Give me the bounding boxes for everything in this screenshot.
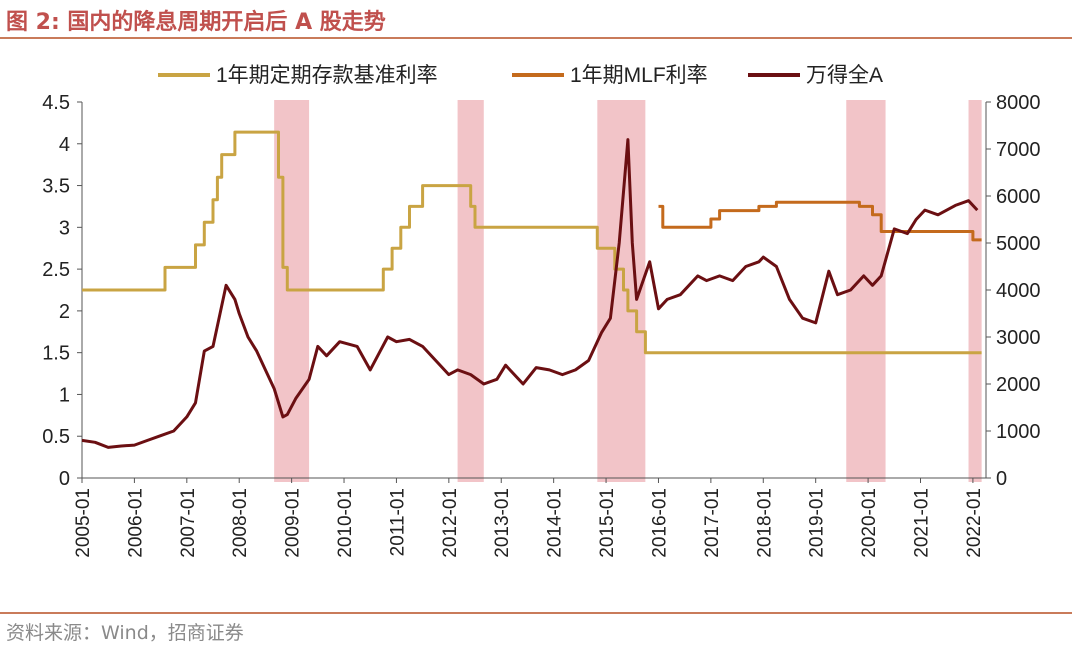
x-tick-label: 2019-01 — [807, 488, 828, 558]
x-tick-label: 2018-01 — [754, 488, 775, 558]
chart-title: 图 2: 国内的降息周期开启后 A 股走势 — [6, 10, 386, 35]
legend: 1年期定期存款基准利率 1年期MLF利率 万得全A — [158, 64, 883, 87]
x-tick-label: 2016-01 — [649, 488, 670, 558]
left-tick-label: 1.5 — [42, 343, 70, 365]
x-tick-label: 2010-01 — [335, 488, 356, 558]
x-tick-label: 2017-01 — [702, 488, 723, 558]
x-tick-label: 2022-01 — [964, 488, 985, 558]
right-tick-label: 0 — [996, 468, 1007, 490]
right-tick-label: 8000 — [996, 92, 1041, 114]
left-tick-label: 0 — [59, 468, 70, 490]
right-tick-label: 7000 — [996, 139, 1041, 161]
x-tick-label: 2006-01 — [125, 488, 146, 558]
shaded-period — [968, 100, 982, 482]
x-tick-label: 2007-01 — [178, 488, 199, 558]
right-tick-label: 1000 — [996, 421, 1041, 443]
legend-label: 万得全A — [806, 64, 883, 87]
right-tick-label: 4000 — [996, 280, 1041, 302]
x-tick-label: 2021-01 — [911, 488, 932, 558]
source-note: 资料来源：Wind，招商证券 — [6, 622, 244, 644]
right-tick-label: 6000 — [996, 186, 1041, 208]
axes: 0 0.5 1 1.5 2 2.5 3 3.5 4 4.5 0 1000 2000 3000 4000 500… — [42, 92, 1040, 558]
left-tick-label: 1 — [59, 384, 70, 406]
legend-label: 1年期定期存款基准利率 — [216, 64, 438, 87]
x-tick-label: 2014-01 — [545, 488, 566, 558]
top-rule — [0, 37, 1072, 39]
bottom-rule — [0, 612, 1072, 614]
right-tick-label: 3000 — [996, 327, 1041, 349]
x-tick-label: 2013-01 — [492, 488, 513, 558]
right-tick-label: 2000 — [996, 374, 1041, 396]
left-tick-label: 0.5 — [42, 426, 70, 448]
x-tick-label: 2005-01 — [73, 488, 94, 558]
right-tick-label: 5000 — [996, 233, 1041, 255]
x-tick-label: 2015-01 — [597, 488, 618, 558]
left-tick-label: 3 — [59, 217, 70, 239]
shaded-period — [846, 100, 886, 482]
left-tick-label: 4 — [59, 134, 70, 156]
left-tick-label: 2 — [59, 301, 70, 323]
series-line-3 — [81, 138, 979, 449]
left-tick-label: 4.5 — [42, 92, 70, 114]
x-tick-label: 2011-01 — [387, 488, 408, 556]
shaded-period — [457, 100, 484, 482]
shaded-periods — [274, 100, 982, 482]
x-tick-label: 2008-01 — [230, 488, 251, 558]
left-tick-label: 2.5 — [42, 259, 70, 281]
legend-label: 1年期MLF利率 — [570, 64, 708, 87]
x-tick-label: 2009-01 — [283, 488, 304, 558]
x-tick-label: 2012-01 — [440, 488, 461, 558]
left-tick-label: 3.5 — [42, 176, 70, 198]
series-lines — [81, 130, 982, 449]
series-line-2 — [658, 200, 982, 242]
x-tick-label: 2020-01 — [859, 488, 880, 558]
series-line-1 — [82, 130, 982, 355]
